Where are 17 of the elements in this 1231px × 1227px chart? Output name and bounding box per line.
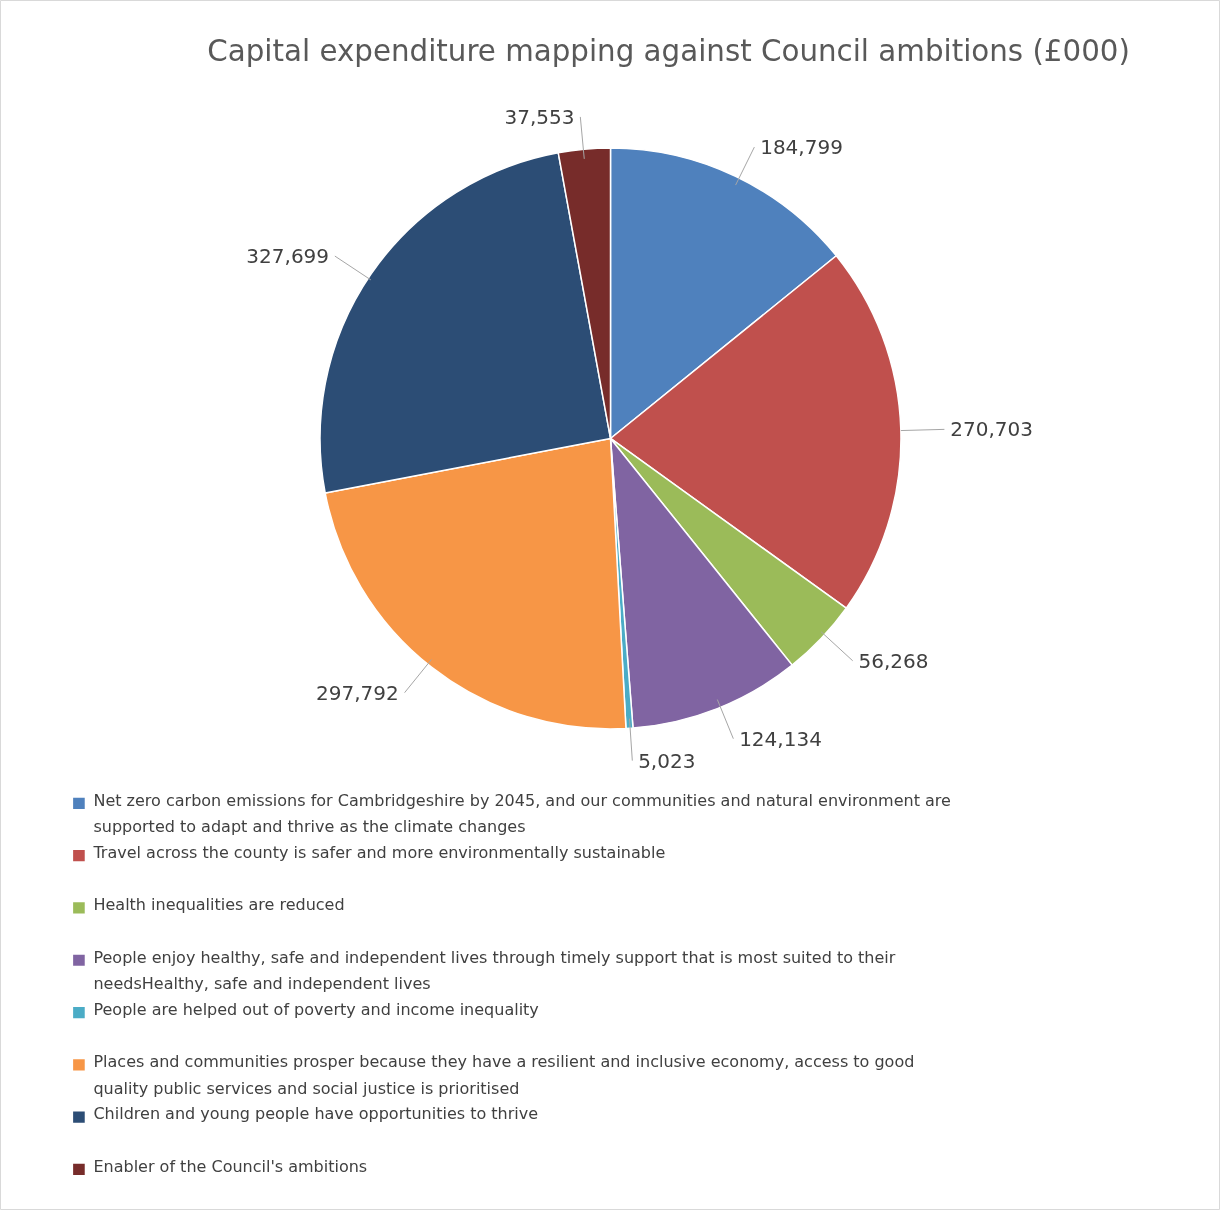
legend-label: Net zero carbon emissions for Cambridgeshire by 2045, and our communities and natural environment are supported to adapt and thrive as the climate changes xyxy=(93,790,951,837)
data-label: 56,268 xyxy=(858,648,929,673)
data-label: 5,023 xyxy=(638,748,696,773)
legend-label: Enabler of the Council's ambitions xyxy=(93,1156,368,1176)
chart-title: Capital expenditure mapping against Council ambitions (£000) xyxy=(207,34,1130,69)
legend-label: People are helped out of poverty and income inequality xyxy=(93,999,539,1019)
data-label: 297,792 xyxy=(316,680,399,705)
data-label: 327,699 xyxy=(246,244,330,269)
legend-label: People enjoy healthy, safe and independent lives through timely support that is most suited to their needsHealthy, safe and independent lives xyxy=(93,947,896,994)
legend-label: Travel across the county is safer and more environmentally sustainable xyxy=(92,843,666,863)
data-label: 37,553 xyxy=(504,104,575,129)
legend-label: Health inequalities are reduced xyxy=(93,895,345,915)
data-label: 270,703 xyxy=(950,417,1033,442)
legend-label: Children and young people have opportunities to thrive xyxy=(93,1104,539,1124)
data-label: 124,134 xyxy=(739,726,822,751)
legend-label: Places and communities prosper because they have a resilient and inclusive economy, access to good quality public services and social justice is prioritised xyxy=(93,1052,915,1098)
data-label: 184,799 xyxy=(760,135,843,160)
